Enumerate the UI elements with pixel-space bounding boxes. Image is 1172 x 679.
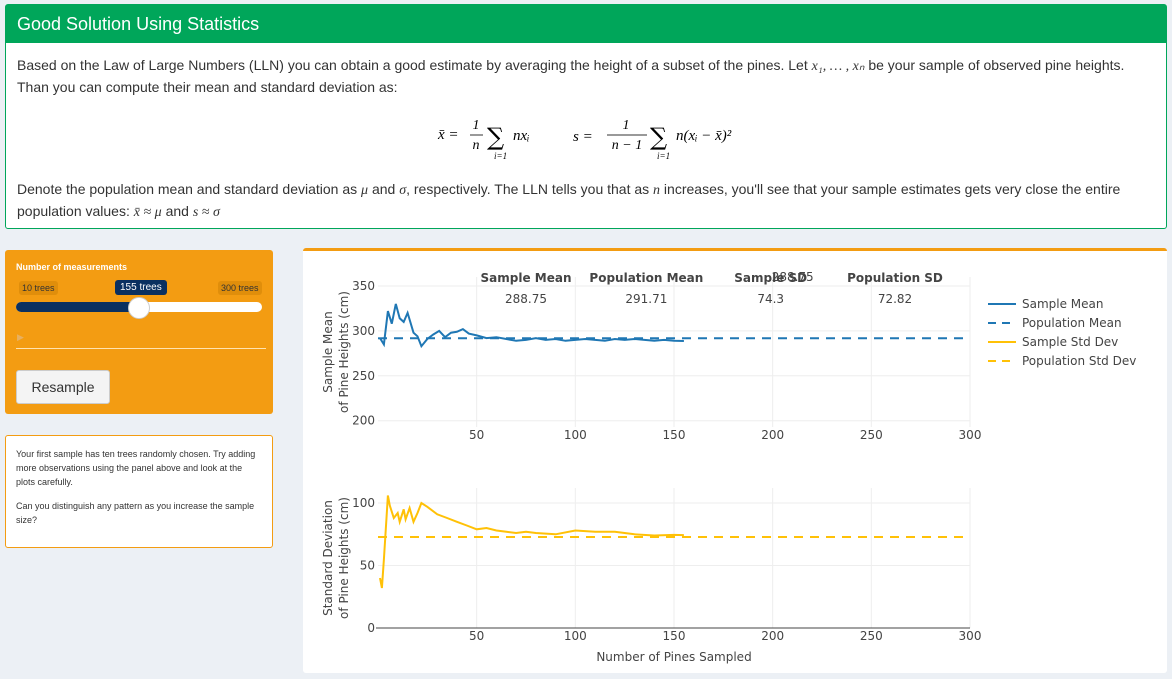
mean-formula-denominator: n (473, 138, 480, 153)
mean-x-tick-50: 50 (469, 428, 484, 442)
legend-label-0: Sample Mean (1022, 297, 1104, 311)
mean-x-tick-250: 250 (860, 428, 883, 442)
mean-y-axis-title-2: of Pine Heights (cm) (337, 291, 351, 413)
sample-mean-stat-label: Sample Mean (481, 271, 572, 285)
sd-formula-lhs: s = (573, 129, 593, 145)
intro-paragraph-3: Denote the population mean and standard … (17, 179, 1155, 201)
sd-x-tick-200: 200 (761, 629, 784, 643)
sd-formula-denominator: n − 1 (612, 138, 642, 153)
sample-sd-stat-value: 74.3 (757, 292, 784, 306)
legend-label-3: Population Std Dev (1022, 354, 1136, 368)
overlapping-mean-value: 288.75 (772, 270, 814, 284)
formula-row: x̄ = 1 n ∑ nxᵢ i=1 s = 1 n − 1 ∑ n(xᵢ − … (17, 101, 1155, 171)
measurements-control-box: Number of measurements 10 trees 300 tree… (5, 250, 273, 414)
n-symbol: n (653, 183, 661, 198)
sd-sum-index: i=1 (657, 151, 670, 161)
sd-x-tick-300: 300 (959, 629, 982, 643)
slider-max-label: 300 trees (218, 281, 262, 295)
slider-value-label: 155 trees (115, 280, 167, 295)
sd-x-tick-50: 50 (469, 629, 484, 643)
mu-symbol: μ (361, 183, 369, 198)
note-paragraph-2: Can you distinguish any pattern as you i… (16, 501, 255, 525)
mean-formula-term: nxᵢ (513, 128, 530, 144)
intro-paragraph-4: population values: x̄ ≈ μ and s ≈ σ (17, 201, 1155, 223)
info-box-body: Based on the Law of Large Numbers (LLN) … (6, 43, 1166, 223)
mean-y-axis-title-1: Sample Mean (321, 311, 335, 393)
intro-paragraph-2: Than you can compute their mean and stan… (17, 79, 398, 95)
x-axis-title: Number of Pines Sampled (596, 650, 751, 664)
mean-y-tick-250: 250 (352, 369, 375, 383)
intro-text-c: Denote the population mean and standard … (17, 181, 362, 197)
legend-label-2: Sample Std Dev (1022, 335, 1118, 349)
sigma-symbol: σ (399, 183, 407, 198)
control-divider (16, 348, 266, 349)
sample-sd-stat-label: Sample SD (734, 271, 807, 285)
sd-x-tick-250: 250 (860, 629, 883, 643)
intro-paragraph-1: Based on the Law of Large Numbers (LLN) … (17, 55, 1155, 77)
intro-text-a: Based on the Law of Large Numbers (LLN) … (17, 57, 812, 73)
mean-x-tick-150: 150 (663, 428, 686, 442)
play-icon[interactable]: ▶ (17, 332, 24, 342)
population-sd-stat-value: 72.82 (878, 292, 912, 306)
intro-text-f: population values: (17, 203, 134, 219)
formula-svg: x̄ = 1 n ∑ nxᵢ i=1 s = 1 n − 1 ∑ n(xᵢ − … (437, 118, 732, 161)
mean-approx: x̄ ≈ μ (133, 205, 162, 220)
resample-button[interactable]: Resample (16, 370, 110, 404)
mean-y-tick-300: 300 (352, 324, 375, 338)
mean-formula-lhs: x̄ = (437, 127, 459, 143)
population-mean-stat-label: Population Mean (589, 271, 703, 285)
sd-y-tick-0: 0 (367, 621, 375, 635)
chart-panel: 50 100 150 200 250 300 200 250 300 350 Sample Mean… (303, 248, 1167, 673)
intro-and-2: and (161, 203, 193, 219)
mean-sum-index: i=1 (494, 151, 507, 161)
mean-x-tick-200: 200 (761, 428, 784, 442)
intro-text-e: increases, you'll see that your sample e… (660, 181, 1121, 197)
sd-y-axis-title-1: Standard Deviation (321, 500, 335, 616)
sample-notation: x₁, … , xₙ (811, 59, 865, 74)
mean-x-tick-100: 100 (564, 428, 587, 442)
sample-mean-stat-value: 288.75 (505, 292, 547, 306)
sd-formula-numerator: 1 (623, 118, 630, 133)
sd-formula-term: n(xᵢ − x̄)² (676, 128, 732, 144)
sd-y-tick-50: 50 (360, 559, 375, 573)
info-box-title: Good Solution Using Statistics (6, 5, 1166, 43)
sd-sum-symbol: ∑ (650, 123, 667, 151)
sd-y-axis-title-2: of Pine Heights (cm) (337, 497, 351, 619)
intro-text-d: , respectively. The LLN tells you that a… (406, 181, 654, 197)
mean-y-tick-200: 200 (352, 414, 375, 428)
instructions-note: Your first sample has ten trees randomly… (5, 435, 273, 548)
intro-and-1: and (368, 181, 400, 197)
sd-y-tick-100: 100 (352, 496, 375, 510)
charts-svg: 50 100 150 200 250 300 200 250 300 350 Sample Mean… (321, 270, 1136, 664)
intro-text-b: be your sample of observed pine heights. (864, 57, 1125, 73)
sd-x-tick-100: 100 (564, 629, 587, 643)
mean-formula-numerator: 1 (473, 118, 480, 133)
mean-sum-symbol: ∑ (487, 123, 504, 151)
slider-fill (16, 302, 139, 312)
legend-label-1: Population Mean (1022, 316, 1122, 330)
slider-min-label: 10 trees (19, 281, 58, 295)
slider-handle[interactable] (128, 297, 150, 319)
sd-approx: s ≈ σ (192, 205, 220, 220)
mean-x-tick-300: 300 (959, 428, 982, 442)
lln-info-box: Good Solution Using Statistics Based on … (5, 4, 1167, 229)
note-paragraph-1: Your first sample has ten trees randomly… (16, 449, 256, 487)
mean-y-tick-350: 350 (352, 279, 375, 293)
measurements-label: Number of measurements (16, 262, 128, 272)
sd-x-tick-150: 150 (663, 629, 686, 643)
sd-series-sample-std-dev (379, 495, 684, 589)
mean-series-sample-mean (379, 303, 684, 349)
population-sd-stat-label: Population SD (847, 271, 943, 285)
population-mean-stat-value: 291.71 (625, 292, 667, 306)
